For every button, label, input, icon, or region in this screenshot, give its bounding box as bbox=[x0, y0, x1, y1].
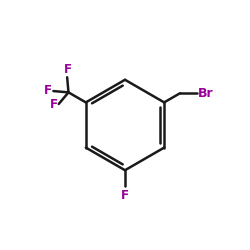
Text: F: F bbox=[121, 189, 129, 202]
Text: F: F bbox=[64, 63, 72, 76]
Text: Br: Br bbox=[198, 87, 213, 100]
Text: F: F bbox=[44, 84, 52, 97]
Text: F: F bbox=[50, 98, 58, 112]
